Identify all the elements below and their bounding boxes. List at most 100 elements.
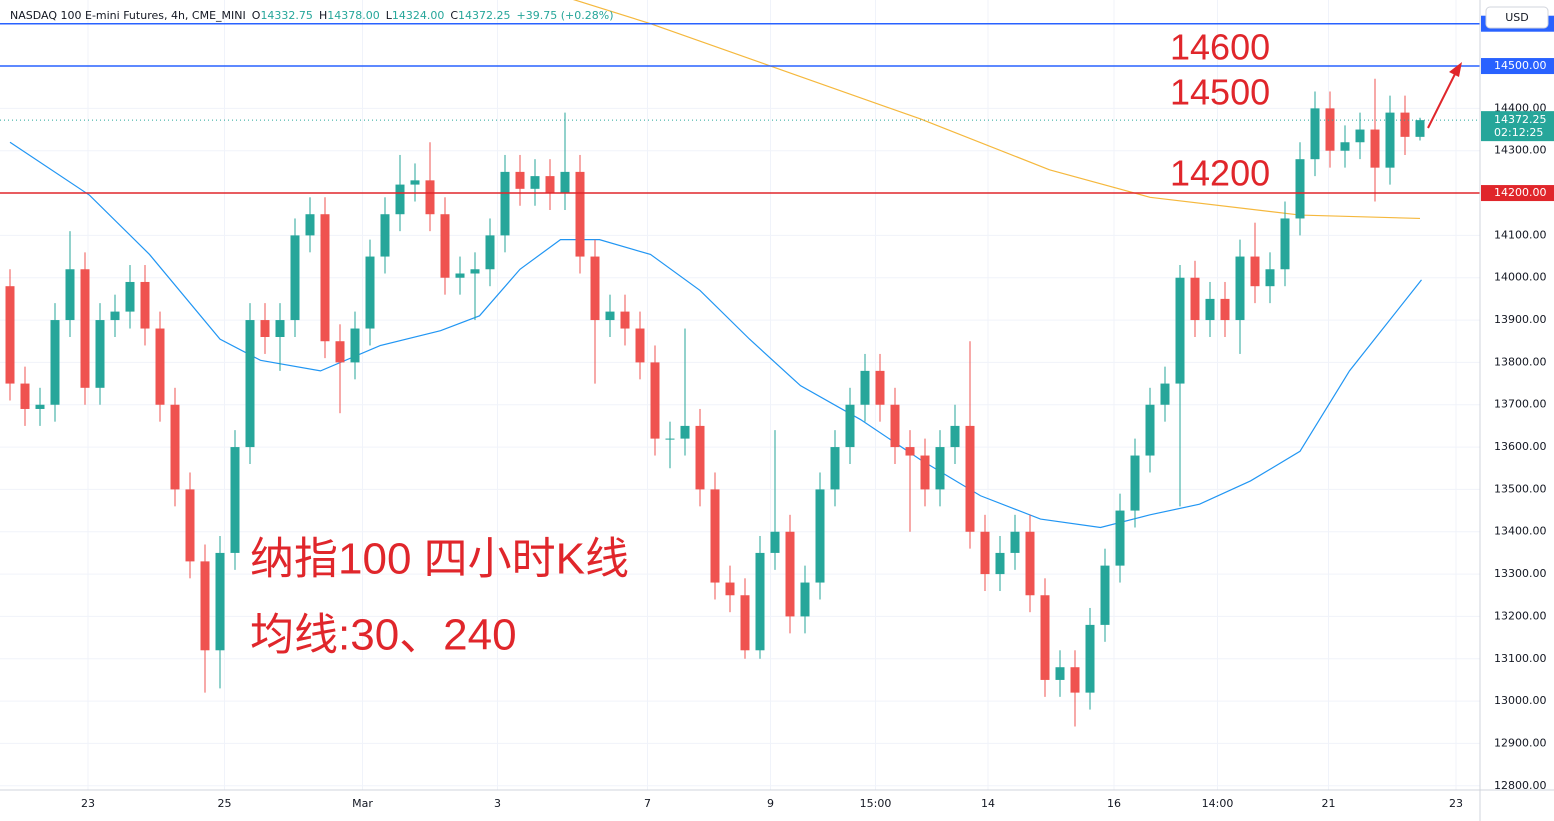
candle-body (1415, 120, 1425, 137)
candle-body (875, 370, 885, 405)
candle-body (320, 214, 330, 342)
candle-body (1220, 298, 1230, 321)
level-label: 14200.00 (1494, 186, 1547, 199)
candle-body (1385, 112, 1395, 168)
candle-body (245, 320, 255, 448)
candle-body (575, 171, 585, 257)
c-val: 14372.25 (458, 9, 511, 22)
x-tick-label: 9 (767, 797, 774, 810)
candle-body (230, 447, 240, 553)
candle-body (650, 362, 660, 439)
candle-body (140, 281, 150, 329)
currency[interactable]: USD (1505, 11, 1529, 24)
candle-body (740, 595, 750, 651)
candle-body (305, 214, 315, 236)
candle-body (365, 256, 375, 329)
level-label-box (1481, 185, 1554, 202)
candle-body (920, 455, 930, 490)
y-tick-label: 13900.00 (1494, 313, 1547, 326)
candle-body (1160, 383, 1170, 405)
candle-body (260, 320, 270, 337)
annotation: 均线:30、240 (250, 611, 517, 660)
candle-body (680, 425, 690, 439)
candle-body (1085, 624, 1095, 693)
y-tick-label: 13000.00 (1494, 694, 1547, 707)
currency-button[interactable] (1485, 6, 1549, 29)
arrow (1427, 71, 1457, 129)
annotation: 14600 (1170, 27, 1270, 68)
candle-body (35, 404, 45, 409)
y-tick-label: 13500.00 (1494, 482, 1547, 495)
x-tick-label: 23 (81, 797, 95, 810)
candle-body (560, 171, 570, 194)
candle-body (695, 425, 705, 490)
candle-body (5, 286, 15, 384)
candle-body (110, 311, 120, 321)
candle-body (1040, 595, 1050, 680)
countdown: 02:12:25 (1494, 126, 1543, 139)
symbol: NASDAQ 100 E-mini Futures, 4h, CME_MINI (10, 9, 246, 22)
o-key: O (252, 9, 261, 22)
candle-body (1280, 218, 1290, 270)
candle-body (890, 404, 900, 448)
candle-body (590, 256, 600, 321)
y-tick-label: 13300.00 (1494, 567, 1547, 580)
candle-body (620, 311, 630, 329)
candle-body (485, 235, 495, 270)
o-val: 14332.75 (260, 9, 313, 22)
arrow-head (1449, 62, 1462, 77)
x-tick-label: Mar (352, 797, 373, 810)
y-tick-label: 12900.00 (1494, 736, 1547, 749)
y-tick-label: 13400.00 (1494, 525, 1547, 538)
candle-body (1370, 129, 1380, 168)
candle-body (275, 320, 285, 337)
candle-body (800, 582, 810, 617)
header: NASDAQ 100 E-mini Futures, 4h, CME_MINI O… (10, 9, 614, 22)
candle-body (710, 489, 720, 583)
candle-body (185, 489, 195, 562)
candle-body (1130, 455, 1140, 511)
c-key: C (450, 9, 458, 22)
candle-body (200, 561, 210, 651)
y-tick-label: 13100.00 (1494, 652, 1547, 665)
level-label-box (1481, 58, 1554, 75)
candle-body (125, 281, 135, 312)
candle-body (785, 531, 795, 617)
candle-body (425, 180, 435, 215)
y-tick-label: 14100.00 (1494, 228, 1547, 241)
candle-body (215, 552, 225, 651)
candle-body (155, 328, 165, 405)
h-val: 14378.00 (327, 9, 380, 22)
candle-body (1100, 565, 1110, 625)
candle-body (335, 341, 345, 363)
candle-body (1295, 159, 1305, 219)
x-tick-label: 14:00 (1202, 797, 1234, 810)
candle-body (20, 383, 30, 409)
l-key: L (386, 9, 393, 22)
candle-body (1010, 531, 1020, 553)
candle-body (725, 582, 735, 596)
candle-body (470, 269, 480, 274)
candle-body (530, 176, 540, 189)
l-val: 14324.00 (392, 9, 445, 22)
y-tick-label: 13800.00 (1494, 355, 1547, 368)
candle-body (95, 320, 105, 388)
level-label: 14500.00 (1494, 59, 1547, 72)
x-tick-label: 21 (1322, 797, 1336, 810)
candle-body (905, 447, 915, 456)
y-tick-label: 14000.00 (1494, 271, 1547, 284)
candle-body (755, 552, 765, 651)
candle-body (50, 320, 60, 405)
candle-body (1235, 256, 1245, 321)
candle-body (1355, 129, 1365, 143)
candle-body (605, 311, 615, 321)
candle-body (170, 404, 180, 490)
y-tick-label: 14300.00 (1494, 144, 1547, 157)
h-key: H (319, 9, 327, 22)
candle-body (1025, 531, 1035, 596)
x-tick-label: 25 (218, 797, 232, 810)
candle-body (65, 269, 75, 321)
y-tick-label: 13600.00 (1494, 440, 1547, 453)
x-tick-label: 7 (644, 797, 651, 810)
